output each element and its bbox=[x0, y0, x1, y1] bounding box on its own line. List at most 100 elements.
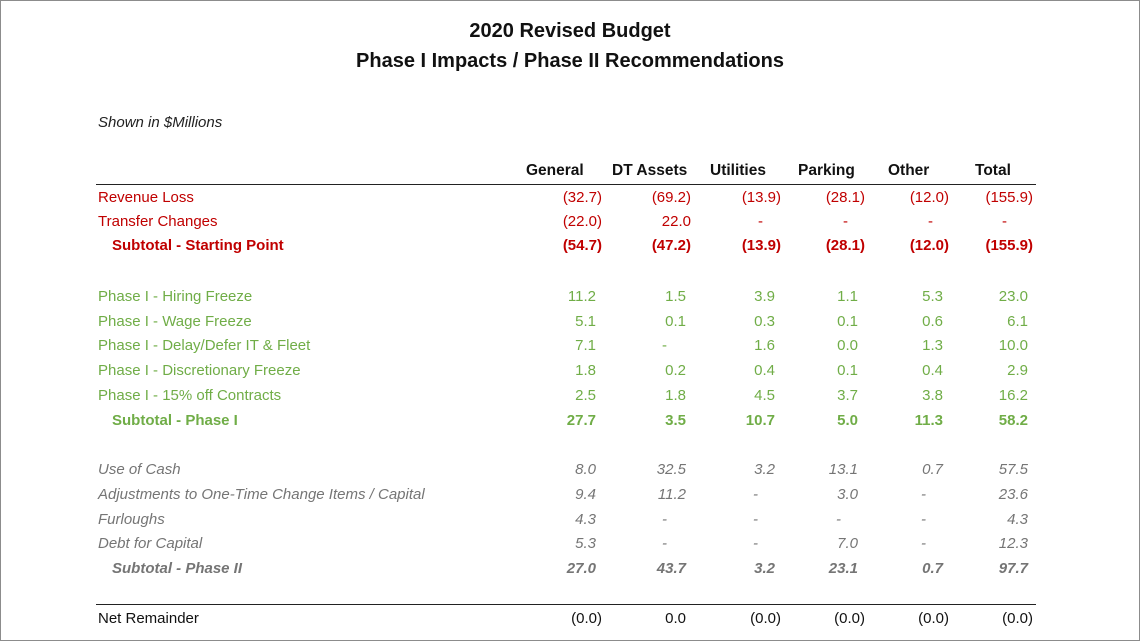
cell-utilities: 10.7 bbox=[745, 412, 775, 429]
cell-other: 5.3 bbox=[922, 288, 943, 305]
row-label: Use of Cash bbox=[98, 461, 181, 478]
cell-dt-assets: 22.0 bbox=[661, 213, 691, 230]
column-header-dt-assets: DT Assets bbox=[612, 162, 688, 179]
cell-general: (0.0) bbox=[571, 610, 602, 627]
cell-other: 3.8 bbox=[922, 387, 943, 404]
table-row: Phase I - Wage Freeze 5.1 0.1 0.3 0.1 0.… bbox=[0, 313, 1140, 335]
cell-parking: 0.1 bbox=[837, 362, 858, 379]
cell-parking: - bbox=[843, 213, 848, 230]
cell-parking: 13.1 bbox=[828, 461, 858, 478]
cell-general: 7.1 bbox=[575, 337, 596, 354]
cell-parking: 23.1 bbox=[828, 560, 858, 577]
cell-dt-assets: - bbox=[662, 511, 667, 528]
cell-other: (0.0) bbox=[918, 610, 949, 627]
row-label: Debt for Capital bbox=[98, 535, 203, 552]
cell-total: 6.1 bbox=[1007, 313, 1028, 330]
table-row: Subtotal - Starting Point (54.7) (47.2) … bbox=[0, 237, 1140, 259]
cell-total: 4.3 bbox=[1007, 511, 1028, 528]
cell-other: - bbox=[921, 535, 926, 552]
row-label: Phase I - Wage Freeze bbox=[98, 313, 252, 330]
table-row: Use of Cash 8.0 32.5 3.2 13.1 0.7 57.5 bbox=[0, 461, 1140, 483]
cell-parking: (28.1) bbox=[825, 237, 865, 254]
row-label: Revenue Loss bbox=[98, 189, 194, 206]
cell-total: (155.9) bbox=[985, 189, 1033, 206]
cell-utilities: 3.9 bbox=[754, 288, 775, 305]
cell-general: 5.3 bbox=[575, 535, 596, 552]
cell-general: (32.7) bbox=[562, 189, 602, 206]
cell-utilities: 4.5 bbox=[754, 387, 775, 404]
cell-other: 11.3 bbox=[914, 412, 943, 429]
cell-parking: 7.0 bbox=[837, 535, 858, 552]
cell-dt-assets: 11.2 bbox=[657, 486, 686, 503]
table-row: Phase I - 15% off Contracts 2.5 1.8 4.5 … bbox=[0, 387, 1140, 409]
table-row: Subtotal - Phase I 27.7 3.5 10.7 5.0 11.… bbox=[0, 412, 1140, 434]
cell-utilities: 3.2 bbox=[754, 461, 775, 478]
table-row: Transfer Changes (22.0) 22.0 - - - - bbox=[0, 213, 1140, 235]
cell-dt-assets: (69.2) bbox=[651, 189, 691, 206]
cell-parking: 3.7 bbox=[837, 387, 858, 404]
cell-total: 10.0 bbox=[998, 337, 1028, 354]
cell-utilities: (13.9) bbox=[741, 189, 781, 206]
column-header-utilities: Utilities bbox=[710, 162, 766, 179]
cell-utilities: - bbox=[753, 511, 758, 528]
cell-dt-assets: 43.7 bbox=[656, 560, 686, 577]
cell-parking: 1.1 bbox=[837, 288, 858, 305]
cell-total: 2.9 bbox=[1007, 362, 1028, 379]
row-label: Phase I - Delay/Defer IT & Fleet bbox=[98, 337, 311, 354]
table-row: Net Remainder (0.0) 0.0 (0.0) (0.0) (0.0… bbox=[0, 610, 1140, 632]
cell-general: 27.7 bbox=[566, 412, 596, 429]
cell-dt-assets: - bbox=[662, 337, 667, 354]
page-subtitle: Phase I Impacts / Phase II Recommendatio… bbox=[356, 50, 784, 72]
cell-general: (22.0) bbox=[562, 213, 602, 230]
cell-utilities: - bbox=[758, 213, 763, 230]
cell-general: 2.5 bbox=[575, 387, 596, 404]
table-row: Furloughs 4.3 - - - - 4.3 bbox=[0, 511, 1140, 533]
cell-general: 4.3 bbox=[575, 511, 596, 528]
cell-total: 23.0 bbox=[998, 288, 1028, 305]
cell-parking: - bbox=[836, 511, 841, 528]
cell-total: 97.7 bbox=[998, 560, 1028, 577]
cell-dt-assets: 0.2 bbox=[665, 362, 686, 379]
cell-other: 0.7 bbox=[922, 461, 943, 478]
column-header-total: Total bbox=[975, 162, 1011, 179]
cell-general: 27.0 bbox=[566, 560, 596, 577]
cell-dt-assets: 0.1 bbox=[665, 313, 686, 330]
cell-total: (0.0) bbox=[1002, 610, 1033, 627]
table-row: Phase I - Delay/Defer IT & Fleet 7.1 - 1… bbox=[0, 337, 1140, 359]
cell-dt-assets: 1.5 bbox=[665, 288, 686, 305]
cell-general: 9.4 bbox=[575, 486, 596, 503]
cell-utilities: - bbox=[753, 486, 758, 503]
cell-total: 58.2 bbox=[998, 412, 1028, 429]
cell-parking: 5.0 bbox=[837, 412, 858, 429]
column-header-general: General bbox=[526, 162, 584, 179]
cell-utilities: (13.9) bbox=[741, 237, 781, 254]
cell-general: (54.7) bbox=[562, 237, 602, 254]
column-header-parking: Parking bbox=[798, 162, 855, 179]
table-row: Phase I - Discretionary Freeze 1.8 0.2 0… bbox=[0, 362, 1140, 384]
cell-general: 11.2 bbox=[567, 288, 596, 305]
cell-dt-assets: 3.5 bbox=[665, 412, 686, 429]
cell-utilities: 1.6 bbox=[754, 337, 775, 354]
row-label: Subtotal - Phase I bbox=[112, 412, 238, 429]
table-row: Debt for Capital 5.3 - - 7.0 - 12.3 bbox=[0, 535, 1140, 557]
cell-total: (155.9) bbox=[985, 237, 1033, 254]
cell-dt-assets: (47.2) bbox=[651, 237, 691, 254]
page-title: 2020 Revised Budget bbox=[469, 20, 671, 42]
cell-total: 23.6 bbox=[998, 486, 1028, 503]
cell-parking: (28.1) bbox=[825, 189, 865, 206]
header-divider bbox=[96, 184, 1036, 185]
row-label: Subtotal - Starting Point bbox=[112, 237, 284, 254]
cell-other: - bbox=[928, 213, 933, 230]
cell-general: 8.0 bbox=[575, 461, 596, 478]
row-label: Transfer Changes bbox=[98, 213, 218, 230]
cell-parking: (0.0) bbox=[834, 610, 865, 627]
cell-other: 1.3 bbox=[922, 337, 943, 354]
row-label: Furloughs bbox=[98, 511, 165, 528]
table-row: Subtotal - Phase II 27.0 43.7 3.2 23.1 0… bbox=[0, 560, 1140, 582]
cell-utilities: 3.2 bbox=[754, 560, 775, 577]
cell-utilities: - bbox=[753, 535, 758, 552]
row-label: Net Remainder bbox=[98, 610, 199, 627]
cell-other: 0.6 bbox=[922, 313, 943, 330]
table-row: Revenue Loss (32.7) (69.2) (13.9) (28.1)… bbox=[0, 189, 1140, 211]
cell-other: 0.4 bbox=[922, 362, 943, 379]
